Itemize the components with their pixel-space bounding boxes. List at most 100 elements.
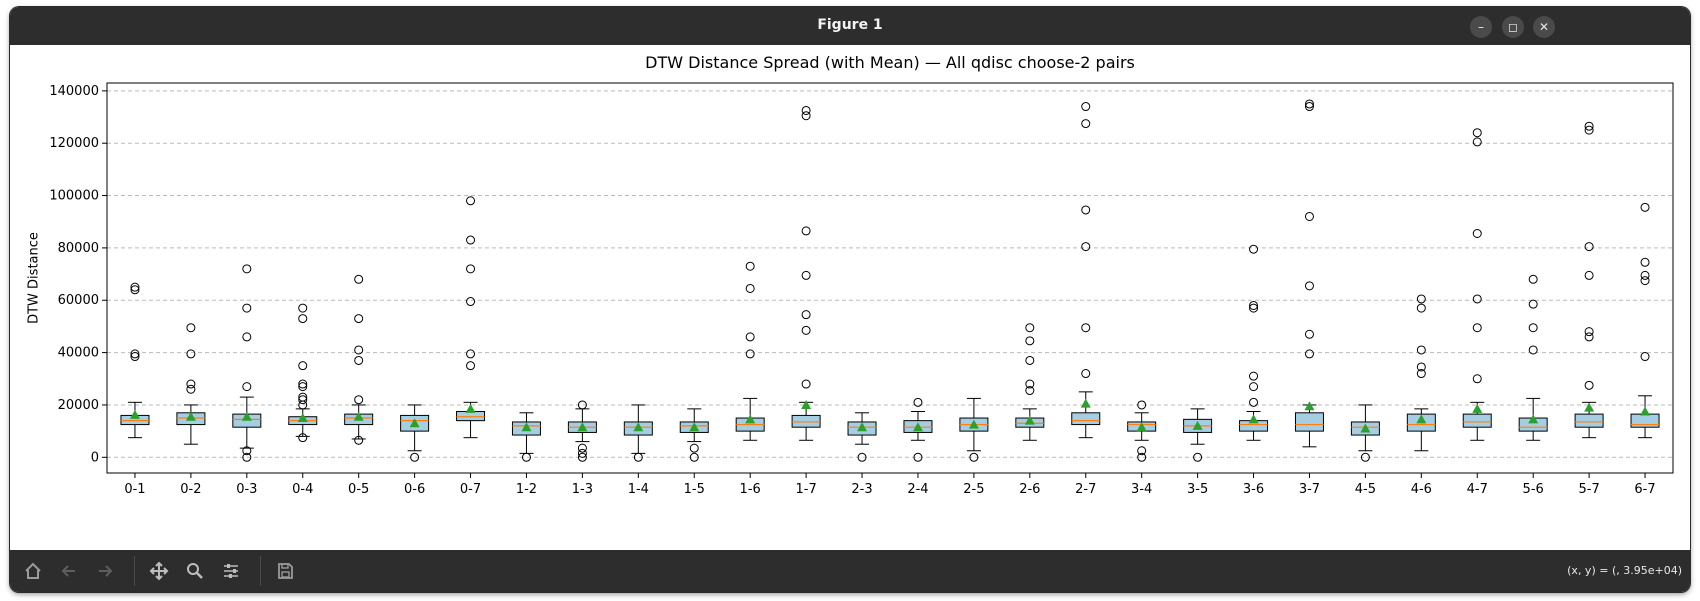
outlier-point (1025, 386, 1035, 396)
outlier-point (1249, 303, 1259, 313)
box-3-4 (1127, 400, 1157, 462)
outlier-point (1584, 380, 1594, 390)
box-3-6 (1239, 244, 1269, 441)
box-0-5 (344, 274, 374, 445)
outlier-point (1472, 229, 1482, 239)
outlier-point (1640, 276, 1650, 286)
outlier-point (1025, 379, 1035, 389)
outlier-point (1416, 362, 1426, 372)
outlier-point (1416, 303, 1426, 313)
x-tick-label: 5-6 (1523, 482, 1544, 497)
outlier-point (1640, 352, 1650, 362)
outlier-point (1304, 211, 1314, 221)
outlier-point (1360, 452, 1370, 462)
outlier-point (1472, 128, 1482, 138)
box-iqr (1071, 412, 1101, 426)
x-tick-label: 2-5 (963, 482, 984, 497)
box-iqr (1630, 413, 1660, 428)
outlier-point (1249, 244, 1259, 254)
box-2-4 (903, 397, 933, 462)
outlier-point (298, 379, 308, 389)
configure-subplots-button[interactable] (218, 558, 244, 584)
outlier-point (801, 270, 811, 280)
outlier-point (186, 349, 196, 359)
box-0-7 (456, 196, 486, 439)
forward-button[interactable] (92, 558, 118, 584)
box-3-5 (1183, 408, 1213, 462)
outlier-point (130, 352, 140, 362)
mean-marker (185, 411, 196, 421)
outlier-point (466, 297, 476, 307)
y-tick-label: 100000 (49, 189, 99, 204)
figure-canvas[interactable]: 0 20000 40000 60000 80000 100000 120000 140000 0… (10, 45, 1690, 550)
box-5-6 (1518, 274, 1548, 441)
outlier-point (913, 452, 923, 462)
outlier-point (186, 379, 196, 389)
outlier-point (298, 395, 308, 405)
outlier-point (1304, 102, 1314, 112)
x-tick-label: 2-7 (1075, 482, 1096, 497)
outlier-point (1081, 369, 1091, 379)
close-icon: ✕ (1538, 20, 1550, 34)
outlier-point (745, 349, 755, 359)
outlier-point (1193, 452, 1203, 462)
box-0-1 (120, 282, 150, 439)
box-1-7 (791, 105, 821, 441)
close-button[interactable]: ✕ (1533, 16, 1555, 38)
zoom-button[interactable] (182, 558, 208, 584)
box-1-3 (567, 400, 597, 462)
mean-marker (1080, 398, 1091, 408)
outlier-point (1025, 323, 1035, 333)
mean-marker (745, 414, 756, 424)
save-button[interactable] (272, 558, 298, 584)
outlier-point (130, 282, 140, 292)
cursor-coordinates: (x, y) = (, 3.95e+04) (1567, 564, 1682, 577)
box-5-7 (1574, 121, 1604, 439)
outlier-point (1249, 371, 1259, 381)
x-tick-label: 3-7 (1299, 482, 1320, 497)
x-tick-label: 0-5 (348, 482, 369, 497)
outlier-point (1304, 329, 1314, 339)
mean-marker (1304, 401, 1315, 411)
outlier-point (1528, 345, 1538, 355)
outlier-point (521, 452, 531, 462)
outlier-point (1081, 205, 1091, 215)
box-2-3 (847, 412, 877, 462)
outlier-point (1584, 332, 1594, 342)
title-bar[interactable]: Figure 1 – ◻ ✕ (10, 7, 1690, 45)
x-tick-label: 2-4 (907, 482, 928, 497)
back-button[interactable] (56, 558, 82, 584)
box-2-6 (1015, 323, 1045, 441)
mean-marker (1528, 414, 1539, 424)
outlier-point (1584, 242, 1594, 252)
axis-ticks: 0 20000 40000 60000 80000 100000 120000 140000 0… (49, 84, 1655, 497)
maximize-button[interactable]: ◻ (1502, 16, 1524, 38)
mean-marker (1248, 414, 1259, 424)
home-button[interactable] (20, 558, 46, 584)
outlier-point (1584, 270, 1594, 280)
outlier-point (242, 446, 252, 456)
outlier-point (1081, 102, 1091, 112)
outlier-point (186, 384, 196, 394)
toolbar-separator (134, 556, 135, 586)
outlier-point (298, 382, 308, 392)
outlier-point (801, 226, 811, 236)
box-2-7 (1071, 102, 1101, 439)
outlier-point (1528, 299, 1538, 309)
outlier-point (577, 448, 587, 458)
x-tick-label: 4-5 (1355, 482, 1376, 497)
outlier-point (298, 400, 308, 410)
minimize-button[interactable]: – (1470, 16, 1492, 38)
mean-marker (801, 399, 812, 409)
box-iqr (791, 414, 821, 428)
mean-marker (241, 411, 252, 421)
mean-marker (912, 422, 923, 432)
pan-button[interactable] (146, 558, 172, 584)
mean-marker (1640, 406, 1651, 416)
outlier-point (689, 452, 699, 462)
y-tick-label: 0 (91, 450, 99, 465)
outlier-point (354, 355, 364, 365)
box-iqr (1574, 413, 1604, 428)
outlier-point (1472, 323, 1482, 333)
box-4-5 (1350, 404, 1380, 462)
